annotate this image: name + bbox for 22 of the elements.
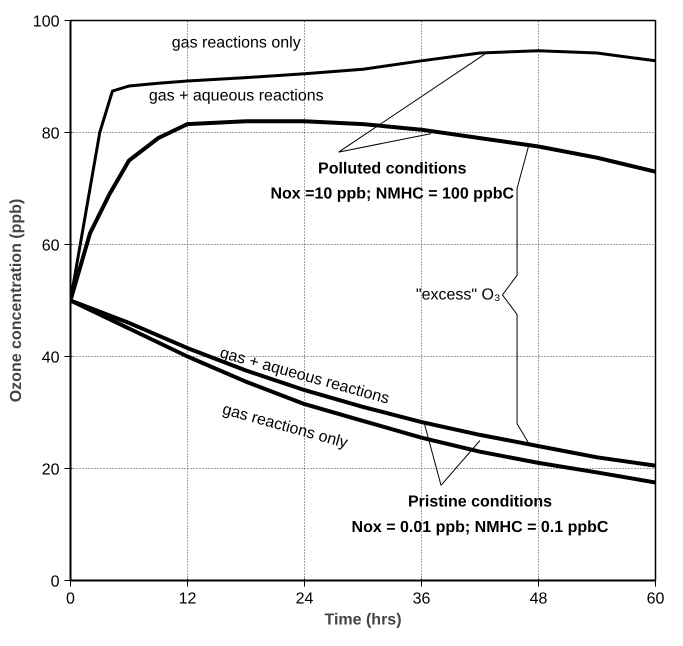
x-tick-label: 0 — [66, 590, 76, 608]
annotation: Polluted conditions — [318, 160, 467, 178]
x-tick-label: 24 — [296, 590, 314, 608]
annotation: Nox =10 ppb; NMHC = 100 ppbC — [270, 186, 514, 203]
y-tick-label: 80 — [42, 126, 60, 142]
annotation: "excess" O₃ — [416, 286, 500, 304]
annotation: Nox = 0.01 ppb; NMHC = 0.1 ppbC — [352, 518, 609, 536]
x-tick-label: 48 — [530, 590, 548, 608]
x-tick-label: 36 — [412, 590, 430, 608]
x-tick-label: 12 — [178, 590, 196, 608]
annotation: gas reactions only — [172, 34, 301, 52]
y-tick-label: 100 — [32, 14, 60, 30]
y-tick-label: 60 — [42, 238, 60, 254]
y-tick-label: 40 — [42, 350, 60, 366]
y-tick-label: 0 — [50, 574, 60, 590]
y-tick-label: 20 — [42, 462, 60, 478]
x-axis-title: Time (hrs) — [324, 612, 402, 628]
annotation: gas + aqueous reactions — [148, 88, 324, 105]
y-axis-title: Ozone concentration (ppb) — [8, 198, 25, 402]
x-tick-label: 60 — [646, 590, 664, 608]
annotation: gas reactions only — [220, 401, 350, 452]
annotation: Pristine conditions — [408, 494, 552, 511]
